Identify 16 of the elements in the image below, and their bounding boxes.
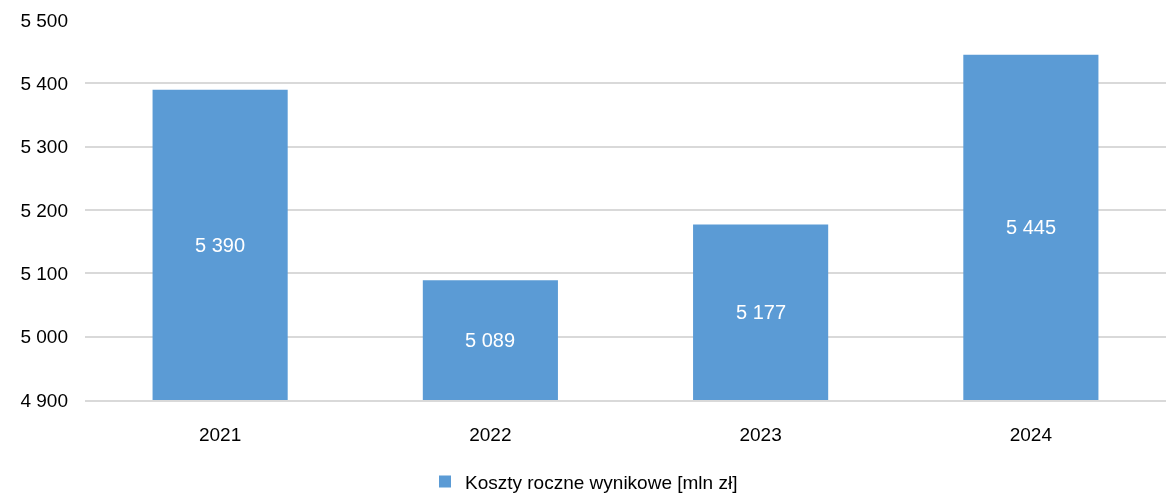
y-tick-label: 5 200 [20, 199, 68, 221]
legend-label: Koszty roczne wynikowe [mln zł] [465, 471, 738, 493]
y-tick-label: 5 300 [20, 136, 68, 158]
y-tick-label: 5 500 [20, 9, 68, 31]
y-tick-label: 5 000 [20, 326, 68, 348]
y-tick-label: 4 900 [20, 389, 68, 411]
x-tick-label: 2023 [739, 423, 782, 445]
y-tick-label: 5 100 [20, 262, 68, 284]
x-tick-label: 2024 [1009, 423, 1053, 445]
data-label: 5 177 [736, 301, 787, 323]
y-tick-label: 5 400 [20, 72, 68, 94]
data-label: 5 445 [1006, 216, 1057, 238]
data-label: 5 089 [465, 329, 516, 351]
data-label: 5 390 [195, 234, 246, 256]
x-tick-label: 2021 [198, 423, 242, 445]
x-tick-label: 2022 [469, 423, 512, 445]
